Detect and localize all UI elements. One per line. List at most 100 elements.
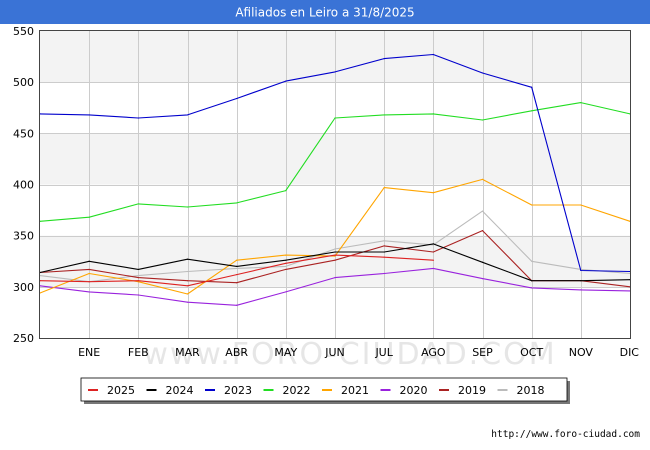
data-point (137, 294, 139, 296)
data-point (383, 245, 385, 247)
data-point (580, 204, 582, 206)
data-point (383, 186, 385, 189)
legend-label-2025: 2025 (107, 384, 135, 397)
data-point (137, 203, 139, 205)
data-point (383, 256, 385, 258)
data-point (137, 280, 139, 282)
x-tick-label: DIC (620, 346, 640, 359)
data-point (334, 251, 336, 253)
data-point (186, 206, 189, 208)
data-point (88, 281, 90, 283)
data-point (236, 273, 238, 276)
data-point (236, 202, 238, 204)
x-tick-label: MAR (175, 346, 200, 359)
data-point (531, 110, 533, 112)
title-bar (0, 0, 650, 24)
data-point (334, 71, 336, 73)
data-point (481, 119, 484, 121)
x-tick-label: NOV (569, 346, 594, 359)
data-point (531, 86, 533, 88)
data-point (481, 72, 484, 74)
data-point (236, 304, 238, 306)
legend: 2025 2024 2023 2022 2021 2020 2019 2018 (80, 377, 570, 404)
data-point (186, 258, 189, 260)
legend-items: 2025 2024 2023 2022 2021 2020 2019 2018 (88, 384, 545, 397)
y-axis-ticks: 250 300 350 400 450 500 550 (13, 25, 34, 345)
data-point (383, 114, 385, 116)
data-point (186, 285, 189, 287)
y-tick-label: 500 (13, 76, 34, 89)
data-point (137, 268, 139, 271)
legend-label-2023: 2023 (224, 384, 252, 397)
data-point (88, 216, 90, 218)
legend-label-2021: 2021 (341, 384, 369, 397)
data-point (88, 114, 90, 116)
data-point (88, 260, 90, 262)
data-point (236, 282, 238, 284)
legend-label-2022: 2022 (283, 384, 311, 397)
data-point (186, 301, 189, 303)
x-tick-label: JUL (374, 346, 393, 359)
data-point (334, 254, 336, 256)
data-point (186, 114, 189, 116)
data-point (285, 291, 287, 293)
data-point (334, 277, 336, 279)
y-tick-label: 550 (13, 25, 34, 38)
data-point (481, 229, 484, 232)
x-tick-label: MAY (274, 346, 297, 359)
data-point (432, 267, 434, 270)
data-point (383, 240, 385, 242)
data-point (481, 210, 484, 212)
data-point (432, 251, 434, 253)
watermark: www.FORO-CIUDAD.COM (143, 337, 556, 372)
legend-label-2020: 2020 (400, 384, 428, 397)
data-point (383, 58, 385, 60)
y-tick-label: 450 (13, 127, 34, 140)
data-point (432, 192, 434, 194)
data-point (432, 113, 434, 115)
data-point (580, 280, 582, 282)
data-point (285, 254, 287, 256)
data-point (137, 281, 139, 283)
series-lines (39, 53, 631, 306)
data-point (285, 265, 287, 267)
data-point (88, 272, 90, 275)
data-point (383, 251, 385, 253)
data-point (334, 255, 336, 257)
data-point (186, 270, 189, 273)
data-point (137, 117, 139, 119)
data-point (481, 261, 484, 263)
data-point (432, 53, 434, 56)
x-tick-label: SEP (472, 346, 493, 359)
legend-label-2018: 2018 (517, 384, 545, 397)
x-tick-label: FEB (128, 346, 149, 359)
data-point (531, 280, 533, 282)
data-point (137, 277, 139, 279)
data-point (531, 204, 533, 206)
x-tick-label: OCT (520, 346, 543, 359)
data-point (432, 243, 434, 245)
data-point (88, 268, 90, 271)
data-point (285, 259, 287, 261)
data-point (186, 280, 189, 282)
data-point (531, 260, 533, 262)
grid (40, 31, 630, 338)
series-2025 (39, 254, 434, 287)
series-2022 (39, 102, 631, 222)
data-point (580, 102, 582, 104)
y-tick-label: 250 (13, 332, 34, 345)
x-tick-label: JUN (324, 346, 345, 359)
footer-url: http://www.foro-ciudad.com (491, 429, 640, 440)
y-tick-label: 300 (13, 281, 34, 294)
data-point (88, 291, 90, 293)
x-tick-label: ABR (225, 346, 248, 359)
chart-title: Afiliados en Leiro a 31/8/2025 (235, 6, 414, 20)
x-axis-ticks: ENE FEB MAR ABR MAY JUN JUL AGO SEP OCT NOV DIC (78, 346, 639, 359)
data-point (236, 97, 238, 100)
data-point (285, 262, 287, 264)
data-point (580, 289, 582, 291)
y-tick-label: 400 (13, 179, 34, 192)
x-tick-label: AGO (421, 346, 446, 359)
data-point (481, 278, 484, 280)
